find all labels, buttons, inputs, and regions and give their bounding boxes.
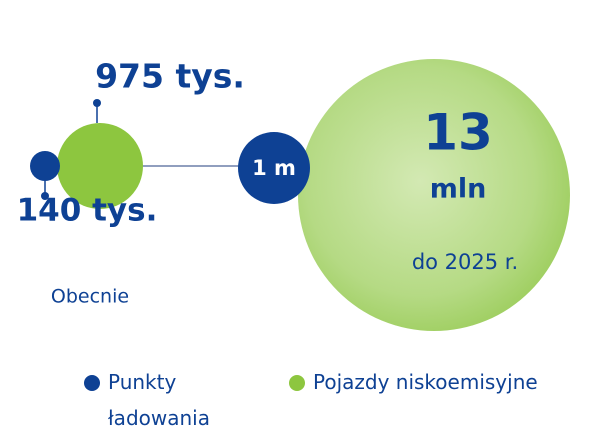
vehicles-label: 975 tys. (95, 57, 245, 96)
caption: Obecnie (51, 286, 129, 308)
vehicles-unit: mln (430, 174, 487, 205)
legend-swatch (289, 375, 305, 391)
vehicles-number: 13 (423, 104, 493, 162)
legend-swatch (84, 375, 100, 391)
current-points-circle (30, 151, 60, 181)
pointer-dot (93, 99, 101, 107)
legend-label: Pojazdy niskoemisyjne (313, 364, 603, 400)
caption: do 2025 r. (412, 250, 518, 274)
legend-label: Punkty ładowania (108, 364, 218, 436)
points-label: 140 tys. (17, 193, 158, 229)
points-label: 1 m (252, 156, 296, 180)
page: {"current": {"points_label": "140 tys.",… (0, 0, 611, 430)
